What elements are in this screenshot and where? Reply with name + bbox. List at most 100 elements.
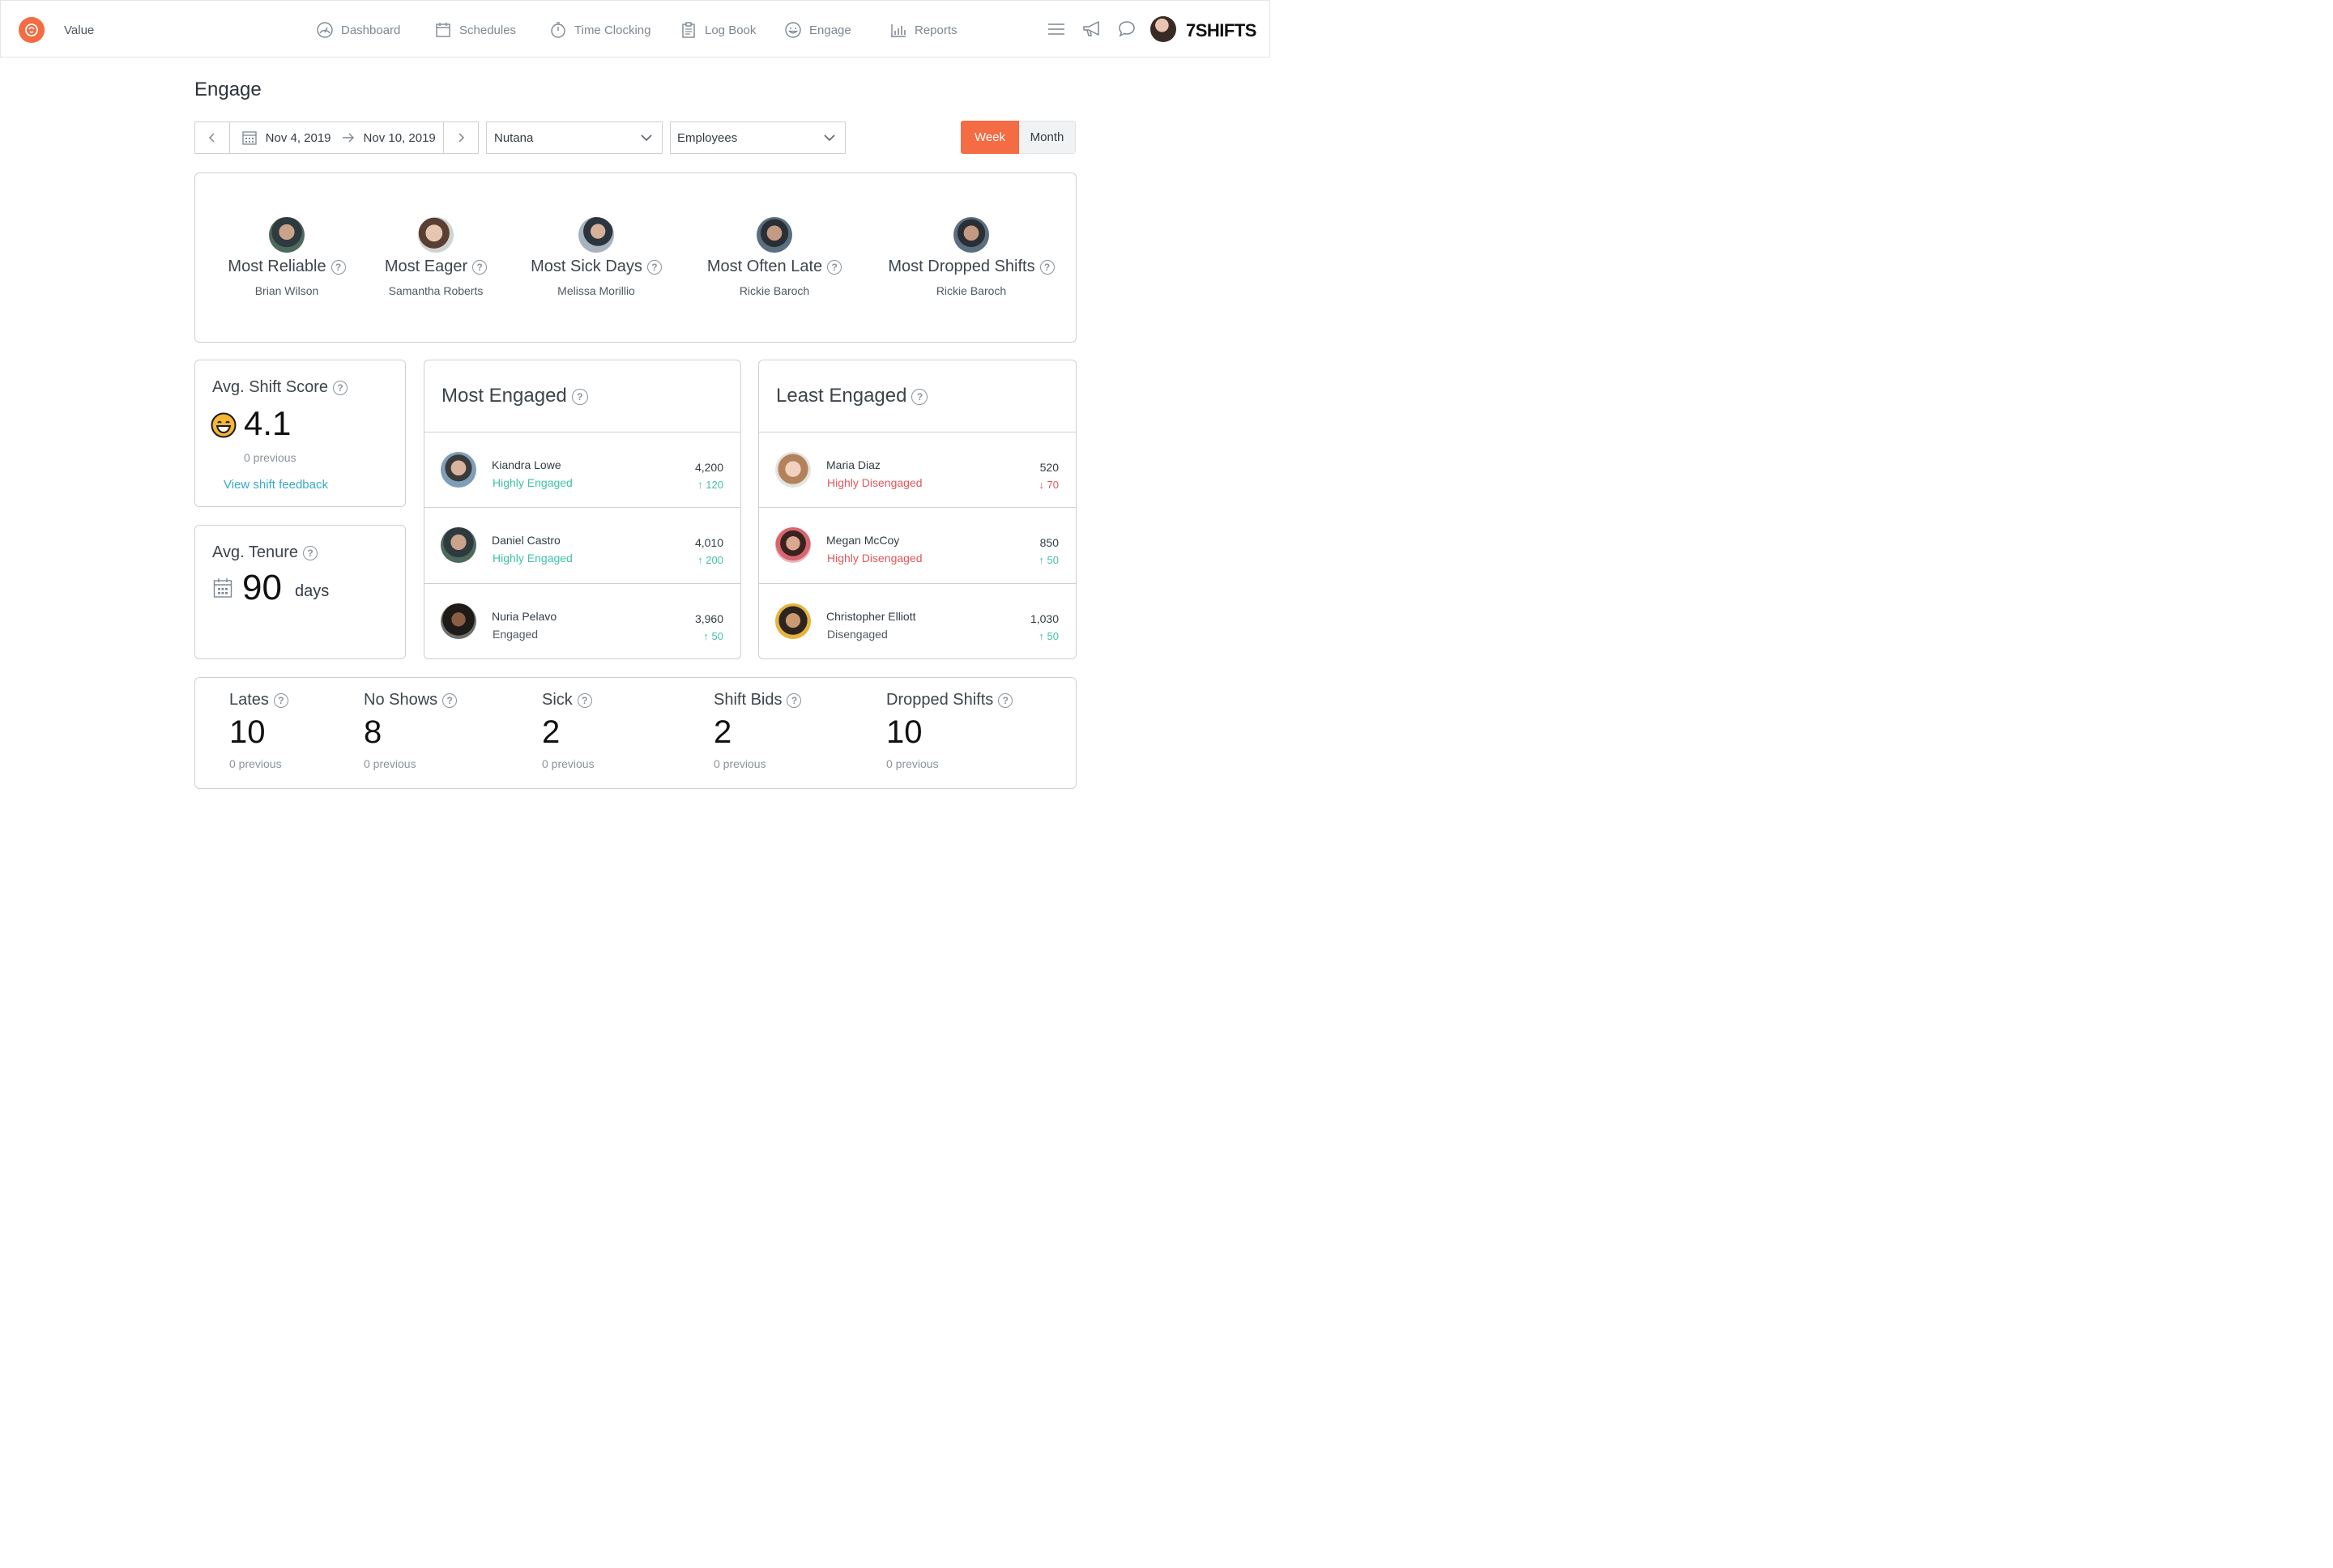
help-icon[interactable]: ? (331, 259, 346, 275)
help-icon[interactable]: ? (273, 692, 288, 708)
avatar (441, 527, 476, 563)
company-name[interactable]: Value (64, 23, 95, 37)
date-end: Nov 10, 2019 (363, 130, 436, 145)
chevron-down-icon (641, 134, 652, 142)
help-icon[interactable]: ? (998, 692, 1013, 708)
avatar (269, 217, 305, 253)
date-range-picker: Nov 4, 2019 Nov 10, 2019 (194, 121, 479, 154)
location-select[interactable]: Nutana (486, 121, 663, 154)
stat-label: No Shows (364, 691, 438, 709)
help-icon[interactable]: ? (442, 692, 458, 708)
nav-schedules[interactable]: Schedules (434, 19, 516, 41)
award-winner-name: Brian Wilson (254, 284, 319, 297)
nav-reports[interactable]: Reports (889, 19, 958, 41)
engagement-status: Highly Engaged (493, 552, 573, 565)
stat-shift-bids: Shift Bids? 2 0 previous (714, 691, 802, 770)
award-most-eager: Most Eager? Samantha Roberts (375, 217, 497, 297)
stat-label: Sick (542, 691, 573, 709)
help-icon[interactable]: ? (787, 692, 802, 708)
stopwatch-icon (551, 22, 565, 38)
score-change: ↑ 50 (703, 630, 723, 642)
help-icon[interactable]: ? (571, 388, 588, 405)
list-item[interactable]: Kiandra Lowe Highly Engaged 4,200 ↑ 120 (424, 432, 740, 507)
period-toggle: Week Month (961, 121, 1076, 154)
nav-schedules-label: Schedules (459, 23, 517, 37)
arrow-up-icon: ↑ (697, 554, 706, 566)
stat-previous: 0 previous (542, 757, 595, 770)
7shifts-logo: 7SHIFTS (1186, 20, 1256, 40)
help-icon[interactable]: ? (1039, 259, 1055, 275)
avatar (953, 217, 989, 253)
nav-log-book[interactable]: Log Book (680, 19, 756, 41)
award-winner-name: Rickie Baroch (739, 284, 810, 297)
engagement-status: Engaged (493, 628, 539, 641)
dashboard-gauge-icon (317, 22, 333, 38)
engagement-score: 4,010 (694, 536, 723, 549)
company-logo[interactable] (19, 17, 45, 43)
employee-name: Daniel Castro (492, 534, 561, 547)
avatar (578, 217, 614, 253)
most-engaged-card: Most Engaged? Kiandra Lowe Highly Engage… (424, 360, 741, 659)
stat-value: 2 (714, 714, 732, 750)
help-icon[interactable]: ? (646, 259, 662, 275)
help-icon[interactable]: ? (333, 380, 348, 395)
avatar (441, 452, 476, 488)
help-icon[interactable]: ? (911, 388, 928, 405)
stats-card: Lates? 10 0 previous No Shows? 8 0 previ… (194, 677, 1077, 789)
user-avatar[interactable] (1150, 16, 1176, 42)
help-icon[interactable]: ? (472, 259, 488, 275)
list-item[interactable]: Maria Diaz Highly Disengaged 520 ↓ 70 (759, 432, 1076, 507)
avg-shift-score-label: Avg. Shift Score (212, 378, 329, 396)
help-icon[interactable]: ? (303, 545, 318, 560)
stat-value: 10 (229, 714, 266, 750)
date-start: Nov 4, 2019 (265, 130, 331, 145)
week-button[interactable]: Week (961, 121, 1019, 154)
menu-icon[interactable] (1047, 22, 1065, 36)
view-shift-feedback-link[interactable]: View shift feedback (224, 478, 328, 492)
avatar (775, 452, 811, 488)
employee-group-select[interactable]: Employees (670, 121, 846, 154)
nav-engage[interactable]: Engage (784, 19, 851, 41)
help-icon[interactable]: ? (827, 259, 842, 275)
award-most-dropped-shifts: Most Dropped Shifts? Rickie Baroch (876, 217, 1067, 297)
avg-shift-score-card: Avg. Shift Score? 4.1 0 previous View sh… (194, 360, 406, 507)
engagement-score: 850 (1039, 536, 1059, 549)
avg-tenure-unit: days (295, 582, 330, 600)
engagement-score: 4,200 (694, 461, 723, 474)
award-title: Most Dropped Shifts (888, 258, 1035, 275)
month-button[interactable]: Month (1019, 121, 1076, 154)
nav-time-clocking-label: Time Clocking (574, 23, 651, 37)
nav-dashboard[interactable]: Dashboard (316, 19, 400, 41)
calendar-icon (213, 578, 232, 598)
list-item[interactable]: Christopher Elliott Disengaged 1,030 ↑ 5… (759, 583, 1076, 658)
calendar-icon (241, 131, 257, 145)
stat-sick: Sick? 2 0 previous (542, 691, 595, 770)
help-icon[interactable]: ? (577, 692, 592, 708)
prev-week-button[interactable] (195, 122, 230, 153)
megaphone-icon[interactable] (1082, 20, 1102, 38)
score-change: ↑ 50 (1039, 630, 1059, 642)
engagement-status: Disengaged (827, 628, 888, 641)
engagement-score: 3,960 (694, 612, 723, 625)
nav-time-clocking[interactable]: Time Clocking (549, 19, 650, 41)
next-week-button[interactable] (443, 122, 478, 153)
list-item[interactable]: Nuria Pelavo Engaged 3,960 ↑ 50 (424, 583, 740, 658)
stat-dropped-shifts: Dropped Shifts? 10 0 previous (886, 691, 1013, 770)
smiley-icon (785, 22, 801, 38)
calendar-icon (436, 23, 450, 37)
avatar (775, 603, 811, 639)
most-engaged-title: Most Engaged (441, 385, 567, 407)
stat-previous: 0 previous (364, 757, 416, 770)
chat-bubble-icon[interactable] (1118, 20, 1136, 38)
least-engaged-card: Least Engaged? Maria Diaz Highly Disenga… (758, 360, 1077, 659)
arrow-right-icon (342, 133, 354, 143)
list-item[interactable]: Megan McCoy Highly Disengaged 850 ↑ 50 (759, 507, 1076, 582)
stat-label: Shift Bids (714, 691, 783, 709)
date-range-field[interactable]: Nov 4, 2019 Nov 10, 2019 (230, 122, 444, 153)
avatar (775, 527, 811, 563)
list-item[interactable]: Daniel Castro Highly Engaged 4,010 ↑ 200 (424, 507, 740, 582)
stat-no-shows: No Shows? 8 0 previous (364, 691, 458, 770)
award-winner-name: Rickie Baroch (936, 284, 1007, 297)
score-change: ↑ 50 (1039, 554, 1059, 566)
location-select-value: Nutana (494, 130, 534, 145)
